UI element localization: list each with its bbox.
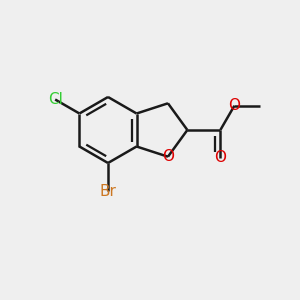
Text: Cl: Cl [48, 92, 63, 107]
Text: Br: Br [100, 184, 116, 199]
Text: O: O [214, 151, 226, 166]
Text: O: O [162, 149, 174, 164]
Text: O: O [228, 98, 240, 113]
